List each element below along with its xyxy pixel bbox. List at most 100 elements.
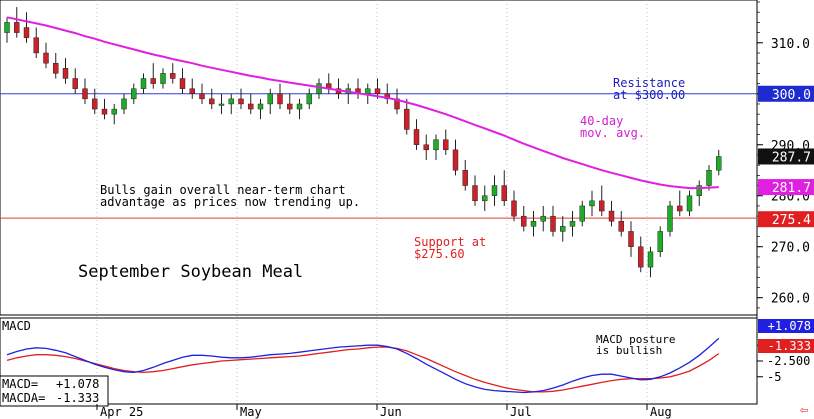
candle-body: [579, 205, 585, 222]
candle: [43, 42, 49, 69]
candle: [569, 211, 576, 237]
candle: [257, 98, 264, 120]
candle-body: [92, 98, 98, 110]
candle-body: [43, 52, 49, 64]
candle: [4, 17, 10, 43]
candle-body: [443, 139, 449, 151]
candle-body: [452, 149, 459, 171]
ma-annotation-line1: 40-day: [580, 114, 623, 128]
candle-body: [365, 88, 371, 94]
candle: [716, 149, 722, 176]
candle: [443, 129, 449, 155]
candle-body: [677, 205, 683, 212]
date-tick-label: Jul: [510, 405, 532, 419]
candle: [647, 246, 654, 278]
candle-body: [404, 108, 410, 130]
candle-body: [628, 231, 634, 247]
candle-body: [82, 88, 88, 100]
candle-body: [482, 195, 488, 202]
resistance-annotation-line1: Resistance: [613, 76, 685, 90]
candle: [540, 205, 546, 232]
candle-body: [33, 37, 39, 54]
price-tag-box: [758, 211, 814, 228]
candle-body: [530, 221, 537, 227]
candle-body: [413, 129, 420, 145]
candle-body: [101, 108, 108, 115]
candle-body: [667, 205, 673, 232]
price-tag-box: [758, 148, 814, 165]
candle-body: [608, 210, 615, 222]
price-tag: 281.7: [758, 179, 814, 196]
price-tag-label: 281.7: [772, 181, 811, 196]
candle: [433, 134, 439, 161]
macda-readout-value: -1.333: [56, 391, 99, 405]
candle: [579, 200, 585, 227]
candle: [53, 52, 59, 79]
candle: [452, 139, 459, 176]
support-annotation-line1: Support at: [414, 235, 486, 249]
candle-body: [589, 200, 595, 207]
candle: [199, 83, 205, 104]
candle: [521, 205, 527, 232]
candle-body: [131, 88, 137, 100]
candle: [638, 236, 644, 273]
candle: [550, 205, 556, 237]
date-tick-label: Apr 25: [100, 405, 143, 419]
price-tag: 300.0: [758, 85, 814, 103]
candle-body: [560, 226, 566, 232]
chart-frame: [0, 0, 758, 405]
macd-readout-value: +1.078: [56, 377, 99, 391]
candle-body: [686, 195, 693, 212]
candle: [394, 88, 400, 115]
candle: [238, 88, 244, 110]
candlestick-series: [4, 7, 722, 278]
macd-tick-label: -2.500: [767, 354, 810, 368]
candle-body: [4, 22, 10, 33]
macd-panel-title: MACD: [2, 319, 31, 333]
back-arrow-icon[interactable]: ⇦: [800, 402, 808, 418]
price-tag-label: 300.0: [772, 88, 811, 103]
macd-readout-box: MACD= +1.078 MACDA= -1.333: [0, 375, 109, 407]
candle: [82, 78, 88, 104]
candle-body: [160, 73, 166, 84]
candle: [404, 98, 410, 135]
candle: [530, 211, 537, 237]
candle-body: [62, 68, 69, 79]
candle: [121, 93, 127, 115]
macd-tick-label: -5: [767, 370, 781, 384]
candle: [140, 73, 147, 94]
candle-body: [647, 251, 654, 268]
candle: [589, 190, 595, 217]
candle: [491, 175, 498, 206]
candle: [706, 165, 712, 191]
candle-body: [423, 144, 429, 151]
candle: [160, 68, 166, 89]
candle: [413, 119, 420, 150]
candle-body: [657, 231, 663, 253]
candle-body: [72, 78, 78, 89]
candle: [296, 98, 303, 120]
macd-value-tag-box: [758, 339, 814, 353]
candle: [62, 58, 69, 84]
macd-annotation-line2: is bullish: [596, 344, 662, 357]
candle: [14, 7, 20, 38]
candle-body: [189, 88, 195, 94]
candle-body: [433, 139, 439, 151]
candle-body: [53, 62, 59, 74]
gridlines: [96, 0, 648, 404]
chart-title: September Soybean Meal: [78, 262, 303, 282]
candle: [608, 200, 615, 227]
date-tick-label: Jun: [380, 405, 402, 419]
candle-body: [501, 185, 507, 202]
price-tag-label: 275.4: [772, 213, 811, 228]
price-tag: 287.7: [758, 148, 814, 165]
candle: [111, 103, 117, 125]
candle: [228, 93, 234, 115]
candle-body: [374, 88, 381, 94]
comment-line2: advantage as prices now trending up.: [100, 195, 360, 209]
macd-readout-label: MACD=: [2, 377, 38, 391]
candle-body: [394, 98, 400, 110]
candle: [384, 83, 390, 104]
candle-body: [696, 185, 702, 196]
price-tag: 275.4: [758, 211, 814, 228]
